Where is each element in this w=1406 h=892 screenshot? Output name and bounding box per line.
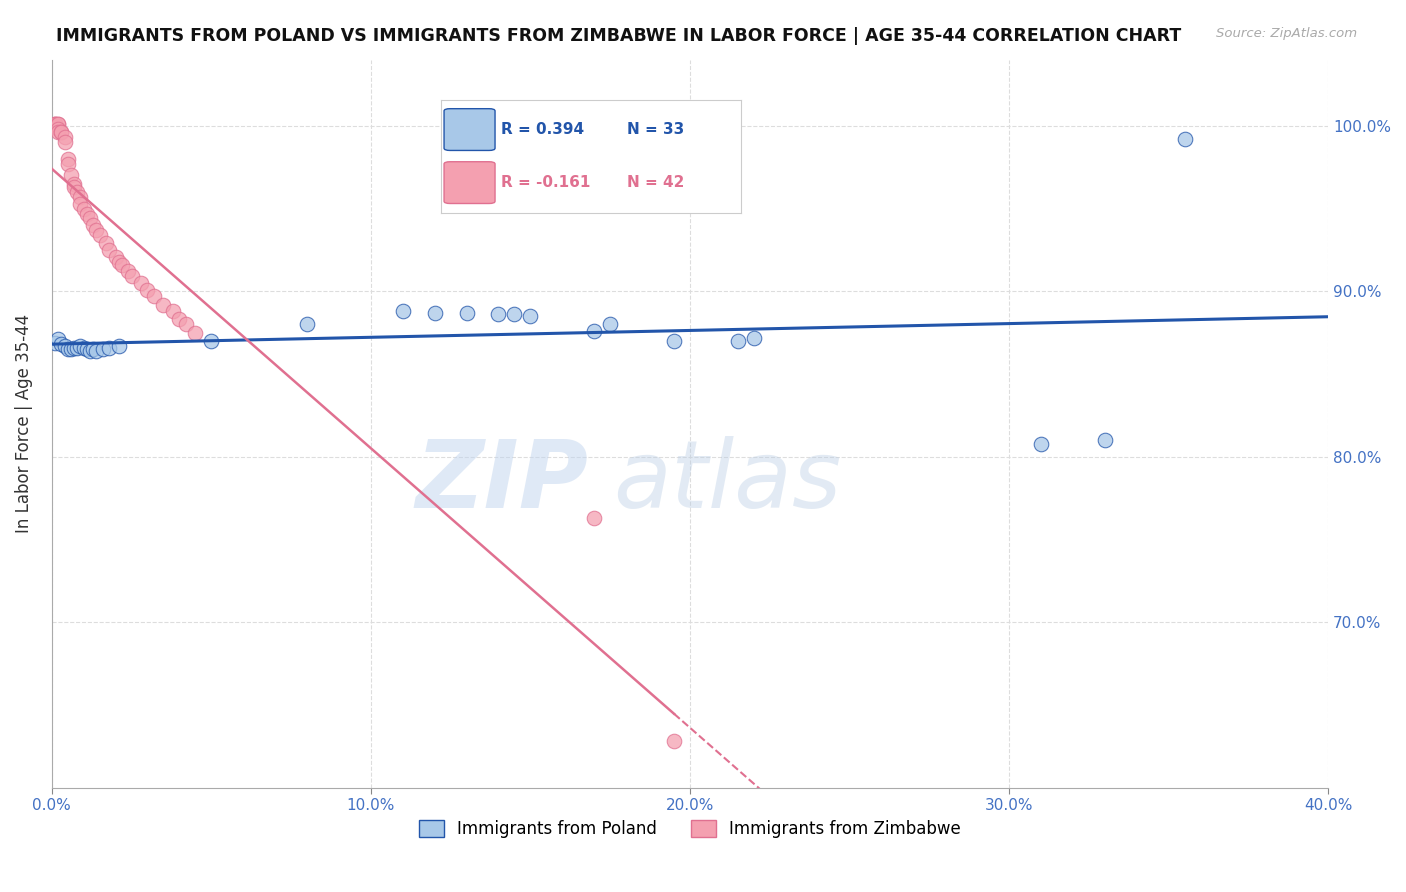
Point [295,318,318,332]
Point [184,326,207,340]
Point [456,306,478,320]
Point [44,117,66,131]
Point [82,218,104,232]
Point [59,343,82,357]
Point [76,343,98,357]
Point [63,180,86,194]
Point [79,211,101,226]
Point [742,331,765,345]
Point [53,136,76,150]
Point [98,243,121,257]
Point [89,227,111,242]
Point [727,334,749,348]
Point [583,324,606,338]
Point [66,341,89,355]
Legend: Immigrants from Poland, Immigrants from Zimbabwe: Immigrants from Poland, Immigrants from … [412,814,967,845]
Point [46,117,69,131]
Point [46,332,69,346]
Point [46,117,69,131]
Point [583,511,606,525]
Point [142,289,165,303]
Point [51,337,73,351]
Point [53,130,76,145]
Point [662,734,685,748]
Point [129,276,152,290]
Point [44,117,66,131]
Point [69,339,91,353]
Point [46,125,69,139]
Text: ZIP: ZIP [415,436,588,528]
Point [1029,436,1052,450]
Point [152,297,174,311]
Point [51,125,73,139]
Point [82,343,104,357]
Point [117,264,139,278]
Point [91,343,114,357]
Point [56,157,79,171]
Point [200,334,222,348]
Point [76,206,98,220]
Point [46,122,69,136]
Text: atlas: atlas [613,436,842,527]
Point [56,152,79,166]
Point [44,117,66,131]
Point [63,177,86,191]
Point [107,339,129,353]
Point [169,312,191,326]
Point [423,306,446,320]
Point [73,341,96,355]
Point [174,318,197,332]
Point [136,283,159,297]
Point [1094,434,1116,448]
Point [503,308,526,322]
Point [94,236,117,251]
Text: Source: ZipAtlas.com: Source: ZipAtlas.com [1216,27,1357,40]
Point [53,339,76,353]
Text: IMMIGRANTS FROM POLAND VS IMMIGRANTS FROM ZIMBABWE IN LABOR FORCE | AGE 35-44 CO: IMMIGRANTS FROM POLAND VS IMMIGRANTS FRO… [56,27,1181,45]
Point [111,258,134,272]
Y-axis label: In Labor Force | Age 35-44: In Labor Force | Age 35-44 [15,314,32,533]
Point [488,308,510,322]
Point [69,196,91,211]
Point [599,318,621,332]
Point [69,190,91,204]
Point [66,185,89,199]
Point [63,341,86,355]
Point [121,269,143,284]
Point [519,309,541,323]
Point [73,202,96,216]
Point [98,341,121,355]
Point [86,343,108,358]
Point [162,304,184,318]
Point [86,223,108,237]
Point [391,304,413,318]
Point [1173,132,1195,146]
Point [56,343,79,357]
Point [59,169,82,183]
Point [107,254,129,268]
Point [104,250,127,264]
Point [662,334,685,348]
Point [51,125,73,139]
Point [79,343,101,358]
Point [44,335,66,350]
